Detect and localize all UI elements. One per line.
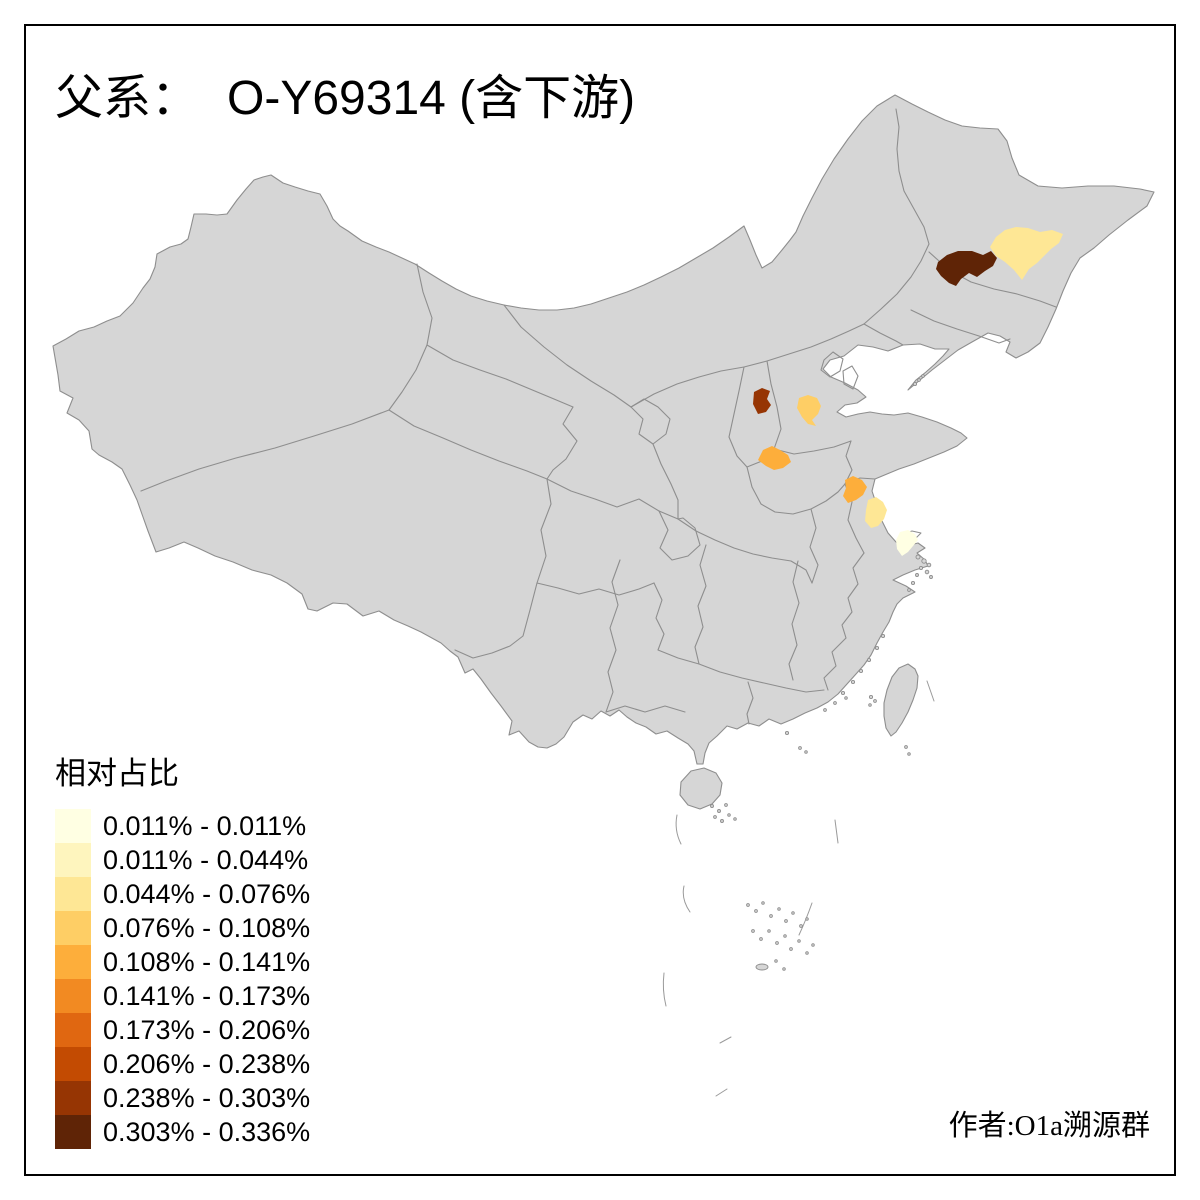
title-main: O-Y69314 (含下游) [227,72,636,125]
legend-label-2: 0.011% - 0.044% [103,844,309,875]
coastal-islands [784,374,933,756]
legend-label-8: 0.206% - 0.238% [103,1048,311,1079]
legend-rows: 0.011% - 0.011% 0.011% - 0.044% 0.044% - 0… [55,809,310,1149]
map-region-north-jiangsu-orange [843,476,867,503]
legend-row-2: 0.011% - 0.044% [55,843,310,877]
map-region-henan-orange [758,446,791,470]
legend-swatch-1 [55,809,91,843]
hainan-island [679,767,723,810]
legend-swatch-8 [55,1047,91,1081]
south-china-sea-islands [662,680,935,1097]
legend-label-7: 0.173% - 0.206% [103,1014,311,1045]
legend-swatch-3 [55,877,91,911]
legend-row-10: 0.303% - 0.336% [55,1115,310,1149]
page-title: 父系： O-Y69314 (含下游) [55,58,635,128]
map-region-northeast-pale [990,227,1063,280]
legend-label-3: 0.044% - 0.076% [103,878,311,909]
plot-frame [24,24,1176,1176]
map-region-mid-jiangsu-pale [865,497,887,528]
highlighted-regions [753,227,1063,556]
legend-label-10: 0.303% - 0.336% [103,1116,311,1147]
attribution-text: 作者:O1a溯源群 [948,1110,1150,1142]
map-region-hebei-amber [797,395,821,426]
legend-row-9: 0.238% - 0.303% [55,1081,310,1115]
legend-label-1: 0.011% - 0.011% [103,810,307,841]
legend-swatch-6 [55,979,91,1013]
legend-swatch-7 [55,1013,91,1047]
legend-swatch-4 [55,911,91,945]
legend-swatch-2 [55,843,91,877]
map-region-shanxi-darkbrown [753,388,771,414]
legend-label-4: 0.076% - 0.108% [103,912,311,943]
legend-label-6: 0.141% - 0.173% [103,980,311,1011]
legend-row-4: 0.076% - 0.108% [55,911,310,945]
taiwan-island [883,663,919,737]
title-prefix: 父系： [55,72,200,125]
legend-row-7: 0.173% - 0.206% [55,1013,310,1047]
legend-swatch-10 [55,1115,91,1149]
legend-title: 相对占比 [55,756,179,791]
china-mainland-shape [52,94,1155,765]
legend-row-1: 0.011% - 0.011% [55,809,310,843]
legend-swatch-9 [55,1081,91,1115]
legend-row-3: 0.044% - 0.076% [55,877,310,911]
legend: 相对占比 0.011% - 0.011% 0.011% - 0.044% 0.044… [55,748,310,1149]
map-region-northeast-dark [936,251,997,286]
legend-row-5: 0.108% - 0.141% [55,945,310,979]
map-region-yangtze-delta-palest [896,530,918,556]
legend-swatch-5 [55,945,91,979]
legend-label-5: 0.108% - 0.141% [103,946,311,977]
legend-label-9: 0.238% - 0.303% [103,1082,311,1113]
legend-row-8: 0.206% - 0.238% [55,1047,310,1081]
legend-row-6: 0.141% - 0.173% [55,979,310,1013]
